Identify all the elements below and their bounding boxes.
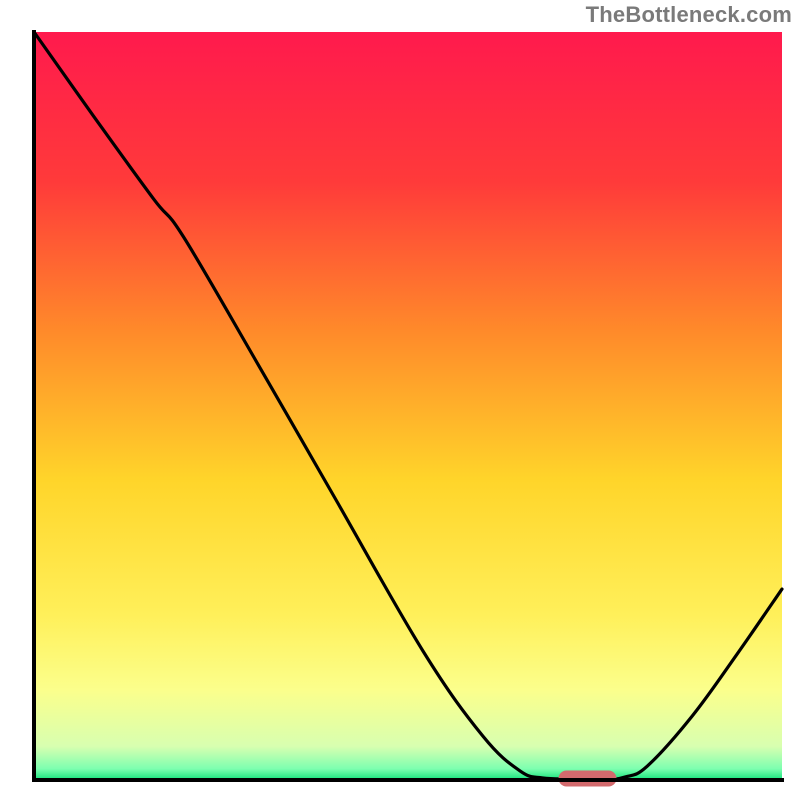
watermark-label: TheBottleneck.com	[586, 2, 792, 28]
plot-background	[34, 32, 782, 780]
bottleneck-chart-svg	[0, 0, 800, 800]
chart-root: TheBottleneck.com	[0, 0, 800, 800]
